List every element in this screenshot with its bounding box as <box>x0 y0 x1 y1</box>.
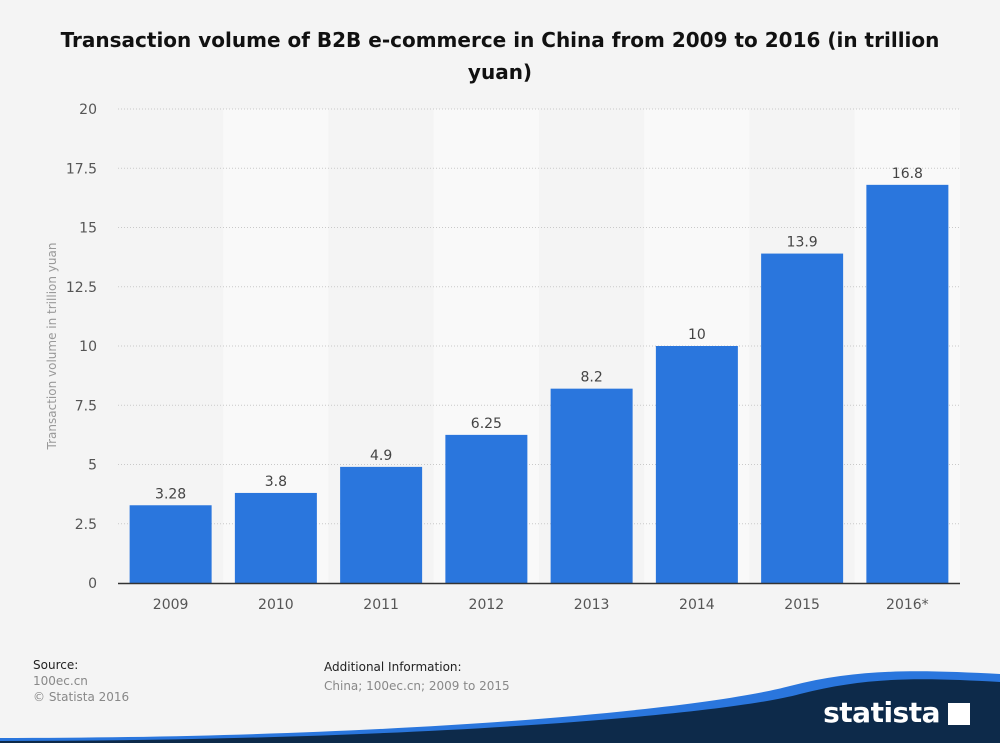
bar-chart: 0 2.5 5 7.5 10 12.5 15 17.5 20 3.28 3.8 4.9 6.25 8.2… <box>45 102 960 613</box>
y-tick-label: 2.5 <box>75 517 97 533</box>
source-line-2: © Statista 2016 <box>33 690 130 704</box>
bar <box>761 253 844 583</box>
x-tick-label: 2016* <box>886 597 929 613</box>
x-tick-label: 2012 <box>469 597 505 613</box>
data-label: 16.8 <box>892 166 923 182</box>
y-tick-label: 20 <box>79 102 97 118</box>
x-tick-label: 2015 <box>784 597 820 613</box>
x-tick-label: 2010 <box>258 597 294 613</box>
y-tick-label: 17.5 <box>66 161 97 177</box>
bars <box>129 184 949 583</box>
y-tick-label: 10 <box>79 339 97 355</box>
statista-wordmark: statista <box>823 696 940 729</box>
additional-info-block: Additional Information: China; 100ec.cn;… <box>324 659 510 694</box>
chart-title: Transaction volume of B2B e-commerce in … <box>60 28 940 84</box>
bar <box>129 505 212 583</box>
y-tick-label: 0 <box>88 576 97 592</box>
data-label: 6.25 <box>471 416 502 432</box>
source-line-1: 100ec.cn <box>33 674 88 688</box>
y-axis-label: Transaction volume in trillion yuan <box>45 243 59 451</box>
statista-logo-icon <box>948 703 970 725</box>
bar <box>655 346 738 583</box>
y-tick-label: 12.5 <box>66 280 97 296</box>
data-label: 4.9 <box>370 448 392 464</box>
y-tick-label: 15 <box>79 221 97 237</box>
source-block: Source: 100ec.cn © Statista 2016 <box>33 657 129 705</box>
data-labels: 3.28 3.8 4.9 6.25 8.2 10 13.9 16.8 <box>155 166 923 502</box>
data-label: 8.2 <box>580 370 602 386</box>
data-label: 10 <box>688 327 706 343</box>
additional-info-text: China; 100ec.cn; 2009 to 2015 <box>324 679 510 693</box>
source-heading: Source: <box>33 658 79 672</box>
x-tick-label: 2014 <box>679 597 715 613</box>
y-tick-label: 5 <box>88 458 97 474</box>
bar <box>445 434 528 583</box>
logo-band-shape <box>0 671 1000 743</box>
gridlines <box>118 108 960 525</box>
bar <box>550 388 633 583</box>
y-tick-label: 7.5 <box>75 398 97 414</box>
y-axis-ticks: 0 2.5 5 7.5 10 12.5 15 17.5 20 <box>66 102 97 592</box>
statista-logo-band: statista <box>0 650 1000 743</box>
x-tick-label: 2009 <box>153 597 189 613</box>
data-label: 13.9 <box>787 235 818 251</box>
additional-info-heading: Additional Information: <box>324 660 462 674</box>
data-label: 3.8 <box>265 474 287 490</box>
x-tick-label: 2013 <box>574 597 610 613</box>
x-tick-label: 2011 <box>363 597 399 613</box>
x-axis-ticks: 2009 2010 2011 2012 2013 2014 2015 2016* <box>153 597 929 613</box>
data-label: 3.28 <box>155 486 186 502</box>
bar <box>866 184 949 583</box>
bar <box>234 492 317 583</box>
bar <box>340 466 423 583</box>
